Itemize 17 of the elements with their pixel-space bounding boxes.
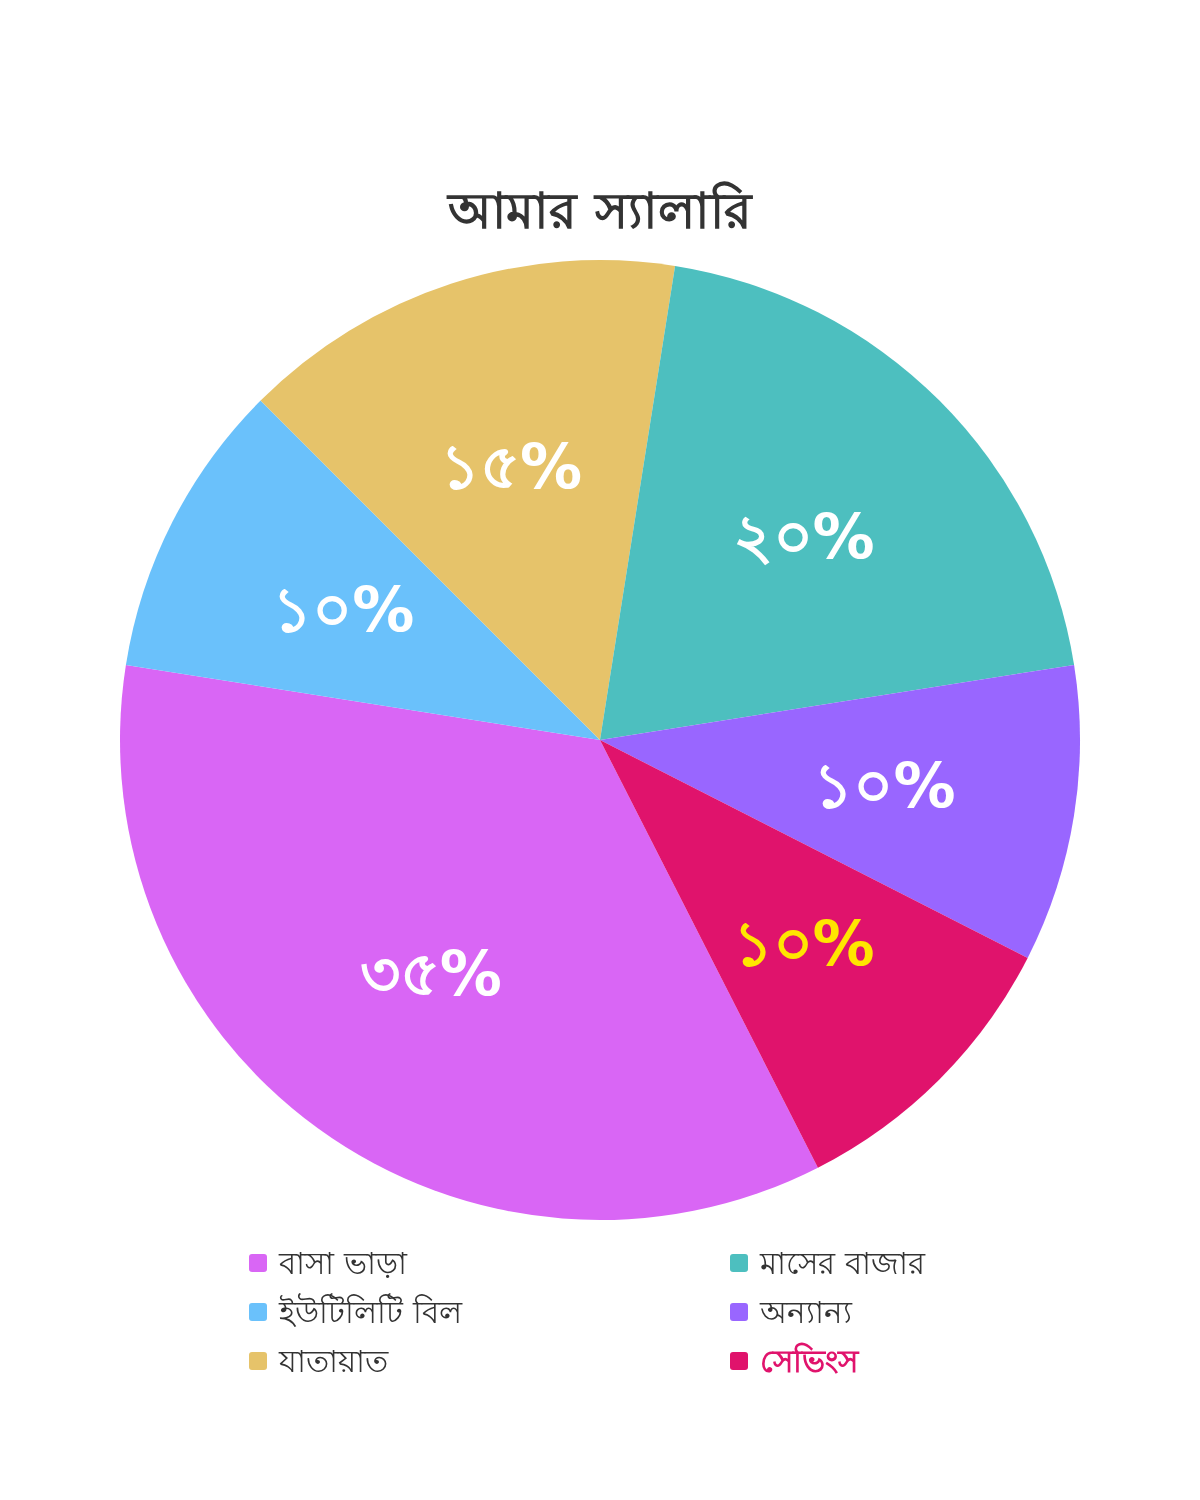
data-label: ১০% bbox=[732, 907, 875, 981]
legend-label: সেভিংস bbox=[760, 1341, 860, 1379]
data-label: ১০% bbox=[813, 748, 956, 822]
pie-slice bbox=[125, 400, 600, 740]
pie-slice bbox=[600, 265, 1075, 740]
legend-label: ইউটিলিটি বিল bbox=[278, 1292, 463, 1330]
legend-label: বাসা ভাড়া bbox=[278, 1244, 408, 1281]
pie-slice bbox=[260, 260, 676, 740]
data-label: ১৫% bbox=[439, 429, 583, 503]
legend-label: মাসের বাজার bbox=[759, 1244, 926, 1281]
legend-label: যাতায়াত bbox=[278, 1342, 389, 1379]
data-label: ৩৫% bbox=[359, 936, 502, 1010]
data-label: ২০% bbox=[732, 500, 875, 574]
data-label: ১০% bbox=[272, 572, 415, 646]
pie-slice bbox=[600, 740, 1028, 1168]
legend-label: অন্যান্য bbox=[759, 1293, 853, 1330]
chart-title: আমার স্যালারি bbox=[446, 180, 753, 240]
